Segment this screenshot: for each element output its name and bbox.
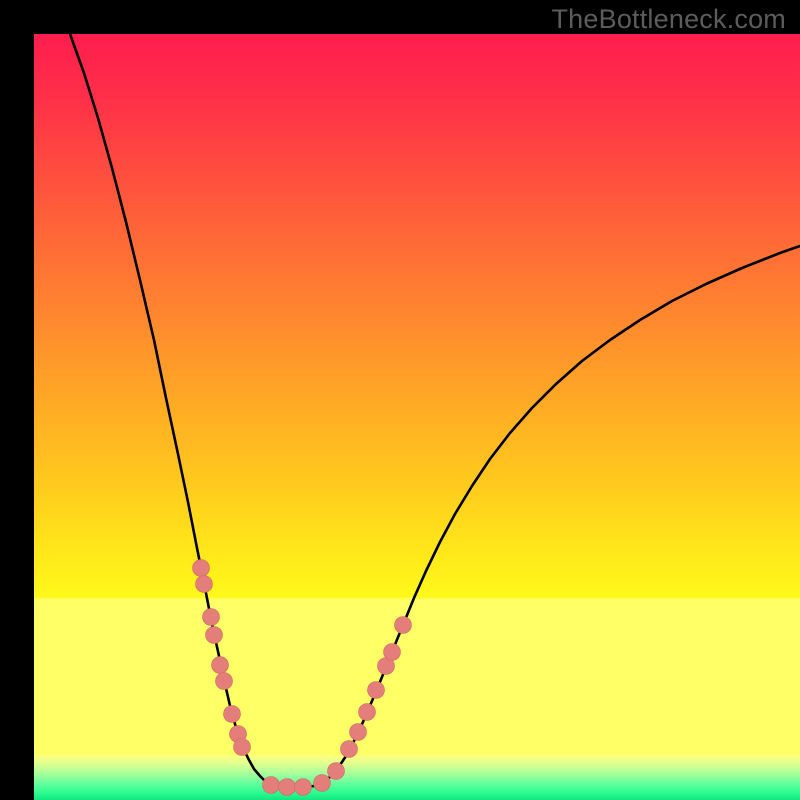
data-marker [196,576,213,593]
data-marker [224,706,241,723]
data-marker [193,560,210,577]
data-marker [212,657,229,674]
data-marker [395,617,412,634]
data-marker [341,741,358,758]
data-marker [359,704,376,721]
data-marker [368,682,385,699]
data-marker [216,673,233,690]
data-marker [234,739,251,756]
data-marker [350,724,367,741]
data-marker [203,609,220,626]
curve-layer [34,34,800,800]
data-marker [384,644,401,661]
curve-right-branch [314,246,800,786]
data-marker [206,627,223,644]
data-marker [263,777,280,794]
curve-left-branch [70,34,276,786]
plot-area [34,34,800,800]
data-marker [295,779,312,796]
data-marker [279,779,296,796]
watermark-text: TheBottleneck.com [551,4,786,35]
data-marker [314,775,331,792]
data-marker [328,763,345,780]
